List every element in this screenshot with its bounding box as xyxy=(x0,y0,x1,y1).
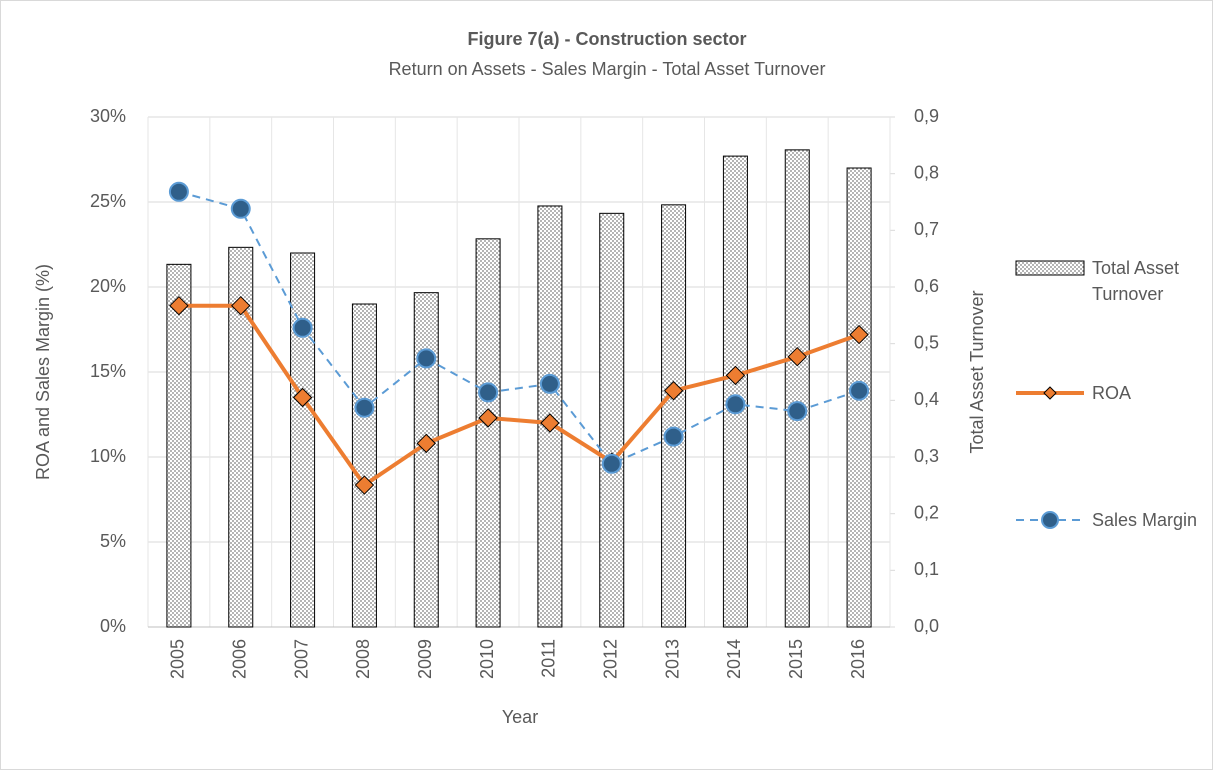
line xyxy=(178,303,860,488)
y-tick-label: 0% xyxy=(100,616,126,636)
legend-marker xyxy=(1041,511,1059,529)
line-marker xyxy=(725,365,746,386)
x-tick-label: 2016 xyxy=(848,639,868,679)
x-tick-label: 2008 xyxy=(353,639,373,679)
y-tick-label: 15% xyxy=(90,361,126,381)
y2-tick-label: 0,8 xyxy=(914,162,939,182)
bar xyxy=(722,155,748,628)
line-marker xyxy=(292,387,313,408)
x-tick-label: 2006 xyxy=(230,639,250,679)
legend-marker xyxy=(1043,386,1057,400)
legend-label: Total Asset Turnover xyxy=(1092,258,1180,304)
line-marker xyxy=(354,397,375,418)
line-marker xyxy=(849,380,870,401)
bar xyxy=(661,204,687,628)
y-axis-label: ROA and Sales Margin (%) xyxy=(33,264,53,480)
line-marker xyxy=(230,198,251,219)
line xyxy=(178,190,860,466)
line-marker xyxy=(168,181,189,202)
line-marker xyxy=(849,324,869,345)
bar xyxy=(413,292,439,628)
y2-tick-label: 0,5 xyxy=(914,332,939,352)
line-marker xyxy=(416,348,437,369)
x-tick-label: 2013 xyxy=(662,639,682,679)
line-marker xyxy=(725,394,746,415)
y2-axis-label: Total Asset Turnover xyxy=(967,290,987,453)
chart-subtitle: Return on Assets - Sales Margin - Total … xyxy=(389,59,826,79)
y-tick-label: 20% xyxy=(90,276,126,296)
line-marker xyxy=(292,317,313,338)
y2-tick-label: 0,7 xyxy=(914,219,939,239)
bar xyxy=(351,303,377,628)
y2-tick-label: 0,0 xyxy=(914,616,939,636)
bar xyxy=(475,238,501,628)
legend-swatch xyxy=(1015,260,1085,276)
line-marker xyxy=(478,408,498,428)
y-tick-label: 25% xyxy=(90,191,126,211)
bar xyxy=(599,212,625,628)
y2-tick-label: 0,3 xyxy=(914,446,939,466)
line-marker xyxy=(601,453,622,474)
y2-tick-label: 0,1 xyxy=(914,559,939,579)
x-tick-label: 2010 xyxy=(477,639,497,679)
chart-title: Figure 7(a) - Construction sector xyxy=(467,29,746,49)
x-tick-label: 2011 xyxy=(539,639,559,678)
line-marker xyxy=(478,382,499,403)
bar xyxy=(166,263,192,628)
line-marker xyxy=(539,373,560,394)
line-marker xyxy=(540,413,560,433)
line-marker xyxy=(416,433,436,454)
y2-tick-label: 0,4 xyxy=(914,389,939,409)
line-marker xyxy=(663,380,684,401)
line-marker xyxy=(231,295,251,316)
x-tick-label: 2007 xyxy=(291,639,311,679)
x-tick-label: 2012 xyxy=(601,639,621,679)
legend-label: Sales Margin xyxy=(1092,510,1198,530)
y-tick-label: 5% xyxy=(100,531,126,551)
x-axis-label: Year xyxy=(502,707,538,727)
line-marker xyxy=(169,295,189,316)
legend-label: ROA xyxy=(1092,383,1132,403)
bar xyxy=(784,149,810,628)
x-tick-label: 2009 xyxy=(415,639,435,679)
bar xyxy=(290,252,316,628)
line-marker xyxy=(787,401,808,422)
y-tick-label: 30% xyxy=(90,106,126,126)
y-tick-label: 10% xyxy=(90,446,126,466)
x-tick-label: 2005 xyxy=(168,639,188,679)
x-tick-label: 2015 xyxy=(786,639,806,679)
line-marker xyxy=(787,346,807,367)
line-marker xyxy=(663,426,684,447)
line-marker xyxy=(354,475,375,495)
x-tick-label: 2014 xyxy=(724,639,744,679)
y2-tick-label: 0,9 xyxy=(914,106,939,126)
y2-tick-label: 0,6 xyxy=(914,276,939,296)
y2-tick-label: 0,2 xyxy=(914,502,939,522)
